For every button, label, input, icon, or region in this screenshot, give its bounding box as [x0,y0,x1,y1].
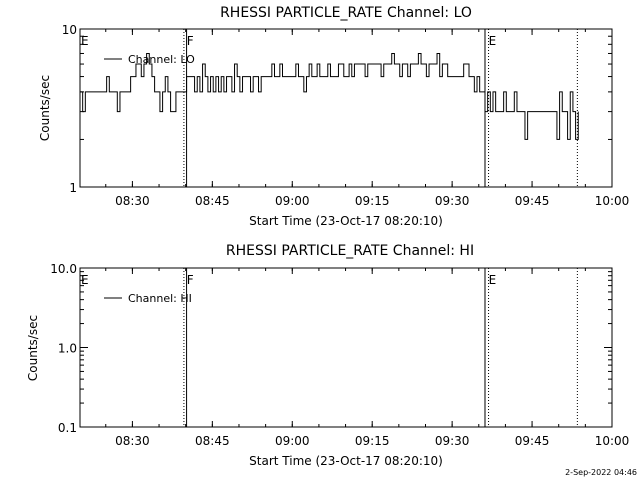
chart-title: RHESSI PARTICLE_RATE Channel: HI [226,243,474,259]
x-tick-label: 09:15 [355,434,390,448]
chart-legend: Channel: HI [104,292,192,305]
x-tick-label: 10:00 [595,194,630,208]
chart-legend: Channel: LO [104,53,195,66]
y-tick-label: 1.0 [58,342,77,356]
plot-frame [79,28,613,188]
x-tick-label: 09:30 [435,434,470,448]
x-axis-label: Start Time (23-Oct-17 08:20:10) [249,454,443,468]
y-tick-label: 0.1 [58,421,77,435]
region-label: F [187,34,194,48]
plot-frame [79,267,613,428]
x-tick-label: 09:00 [275,434,310,448]
region-label: F [187,273,194,287]
series-line [80,52,579,140]
footer-timestamp: 2-Sep-2022 04:46 [565,468,637,477]
y-tick-label: 10 [62,23,77,37]
series-group [80,52,579,140]
region-label: E [489,273,497,287]
x-tick-label: 08:30 [115,194,150,208]
chart-title: RHESSI PARTICLE_RATE Channel: LO [220,5,472,21]
tick-group: 08:30 08:45 09:00 09:15 09:30 09:45 10:00 0.1 1.… [50,262,629,448]
x-tick-label: 09:15 [355,194,390,208]
legend-label: Channel: HI [128,292,192,305]
region-label: E [81,34,89,48]
x-tick-label: 08:45 [195,194,230,208]
y-tick-label: 10.0 [50,262,77,276]
x-tick-label: 09:30 [435,194,470,208]
x-tick-label: 08:30 [115,434,150,448]
x-tick-label: 09:45 [515,434,550,448]
tick-group: 08:30 08:45 09:00 09:15 09:30 09:45 10:00 1 10 [62,23,630,208]
x-tick-label: 10:00 [595,434,630,448]
x-tick-label: 09:00 [275,194,310,208]
y-axis-label: Counts/sec [38,75,52,141]
x-axis-label: Start Time (23-Oct-17 08:20:10) [249,214,443,228]
hi-channel-panel: RHESSI PARTICLE_RATE Channel: HI Counts/… [26,243,629,468]
x-tick-label: 08:45 [195,434,230,448]
boundary-lines [183,268,578,427]
region-label: E [81,273,89,287]
lo-channel-panel: RHESSI PARTICLE_RATE Channel: LO Counts/… [38,5,629,228]
legend-label: Channel: LO [128,53,195,66]
x-tick-label: 09:45 [515,194,550,208]
y-axis-label: Counts/sec [26,315,40,381]
y-tick-label: 1 [69,181,77,195]
region-label: E [489,34,497,48]
